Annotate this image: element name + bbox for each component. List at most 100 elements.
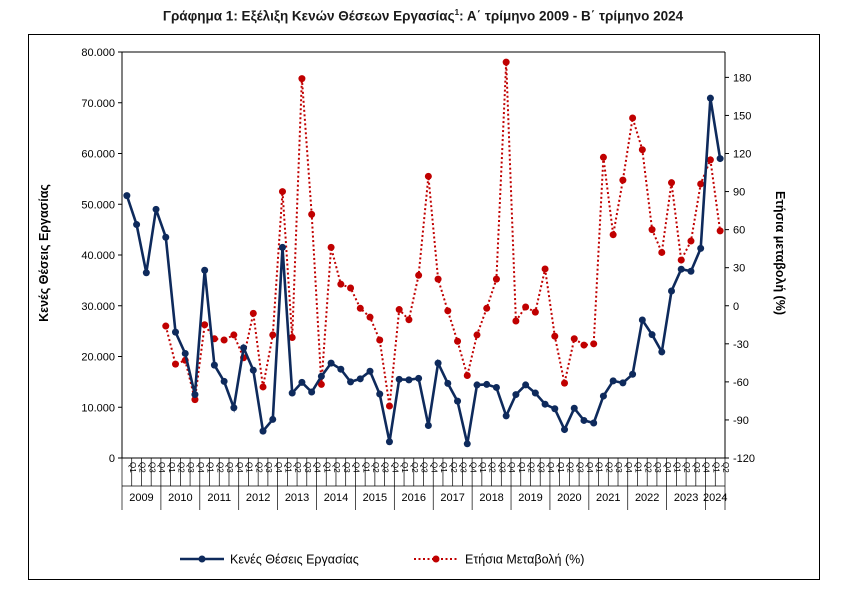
legend: Κενές Θέσεις Εργασίας Ετήσια Μεταβολή (%…: [180, 553, 584, 567]
right-axis-tick-label: 60: [733, 225, 745, 237]
series-point-vacancies: [152, 205, 160, 213]
year-tick-label: 2015: [363, 492, 387, 504]
series-point-change: [561, 379, 569, 387]
series-point-vacancies: [687, 267, 695, 275]
series-point-change: [162, 322, 170, 330]
series-point-change: [259, 383, 267, 391]
series-point-change: [317, 380, 325, 388]
quarter-tick-label: Q1: [361, 462, 370, 473]
series-point-vacancies: [133, 221, 141, 229]
series-point-vacancies: [512, 391, 520, 399]
quarter-tick-label: Q2: [293, 462, 302, 473]
right-axis-tick-label: -90: [733, 415, 749, 427]
series-point-vacancies: [259, 427, 267, 435]
series-point-vacancies: [356, 375, 364, 383]
quarter-tick-label: Q2: [682, 462, 691, 473]
year-tick-label: 2013: [285, 492, 309, 504]
series-point-vacancies: [580, 416, 588, 424]
series-point-change: [483, 304, 491, 312]
quarter-tick-label: Q3: [147, 462, 156, 473]
quarter-tick-label: Q1: [322, 462, 331, 473]
quarter-tick-label: Q4: [624, 462, 633, 473]
right-axis-tick-label: 150: [733, 110, 751, 122]
quarter-tick-label: Q1: [517, 462, 526, 473]
quarter-tick-label: Q1: [245, 462, 254, 473]
series-point-vacancies: [454, 397, 462, 405]
series-point-change: [541, 265, 549, 273]
left-axis-title: Κενές Θέσεις Εργασίας: [37, 184, 51, 322]
quarter-tick-label: Q2: [527, 462, 536, 473]
series-line-vacancies: [125, 97, 722, 445]
right-axis-tick-label: 30: [733, 263, 745, 275]
series-point-vacancies: [677, 265, 685, 273]
chart-title: Γράφημα 1: Εξέλιξη Κενών Θέσεων Εργασίας…: [162, 8, 684, 24]
series-point-change: [687, 237, 695, 245]
series-point-vacancies: [366, 367, 374, 375]
left-axis-tick-label: 0: [109, 453, 115, 465]
series-point-change: [609, 231, 617, 239]
series-point-vacancies: [638, 316, 646, 324]
quarter-tick-label: Q2: [332, 462, 341, 473]
legend-marker-vacancies: [198, 555, 206, 563]
series-point-change: [648, 226, 656, 234]
series-point-vacancies: [716, 155, 724, 163]
series-point-vacancies: [648, 331, 656, 339]
quarter-tick-label: Q3: [459, 462, 468, 473]
series-point-vacancies: [210, 361, 218, 369]
left-axis-tick-label: 60.000: [81, 149, 115, 161]
quarter-tick-label: Q2: [449, 462, 458, 473]
series-point-vacancies: [278, 243, 286, 251]
series-point-change: [502, 58, 510, 66]
quarter-tick-label: Q2: [604, 462, 613, 473]
quarter-tick-label: Q2: [721, 462, 730, 473]
quarter-tick-label: Q3: [575, 462, 584, 473]
series-point-change: [706, 156, 714, 164]
series-point-change: [191, 396, 199, 404]
quarter-tick-label: Q2: [215, 462, 224, 473]
series-point-vacancies: [337, 365, 345, 373]
quarter-tick-label: Q3: [381, 462, 390, 473]
quarter-tick-label: Q2: [488, 462, 497, 473]
series-point-vacancies: [249, 366, 257, 374]
left-axis-tick-label: 10.000: [81, 402, 115, 414]
series-point-vacancies: [668, 287, 676, 295]
quarter-tick-label: Q3: [653, 462, 662, 473]
year-tick-label: 2018: [479, 492, 503, 504]
quarter-tick-label: Q3: [692, 462, 701, 473]
series-point-change: [570, 335, 578, 343]
quarter-tick-label: Q1: [634, 462, 643, 473]
year-tick-label: 2011: [207, 492, 231, 504]
quarter-tick-label: Q2: [254, 462, 263, 473]
year-tick-label: 2012: [246, 492, 270, 504]
year-tick-label: 2019: [518, 492, 542, 504]
series-point-change: [376, 336, 384, 344]
year-tick-label: 2017: [440, 492, 464, 504]
quarter-tick-label: Q4: [390, 462, 399, 473]
year-tick-label: 2016: [402, 492, 426, 504]
series-point-change: [385, 402, 393, 410]
series-point-vacancies: [415, 374, 423, 382]
series-point-vacancies: [609, 377, 617, 385]
left-axis-tick-label: 20.000: [81, 352, 115, 364]
series-line-change: [164, 62, 722, 407]
series-point-change: [220, 336, 228, 344]
left-axis-tick-label: 50.000: [81, 199, 115, 211]
quarter-tick-label: Q1: [556, 462, 565, 473]
series-point-vacancies: [308, 388, 316, 396]
right-axis-tick-label: 0: [733, 301, 739, 313]
series-point-change: [356, 304, 364, 312]
series-point-change: [249, 309, 257, 317]
series-point-change: [230, 331, 238, 339]
legend-marker-change: [432, 555, 440, 563]
series-point-vacancies: [230, 404, 238, 412]
quarter-tick-label: Q1: [673, 462, 682, 473]
series-point-change: [677, 256, 685, 264]
quarter-tick-label: Q1: [478, 462, 487, 473]
series-point-vacancies: [590, 419, 598, 427]
year-tick-label: 2009: [129, 492, 153, 504]
right-axis-tick-label: 120: [733, 149, 751, 161]
quarter-tick-label: Q1: [439, 462, 448, 473]
series-point-change: [278, 188, 286, 196]
series-point-vacancies: [444, 379, 452, 387]
series-point-change: [201, 321, 209, 329]
